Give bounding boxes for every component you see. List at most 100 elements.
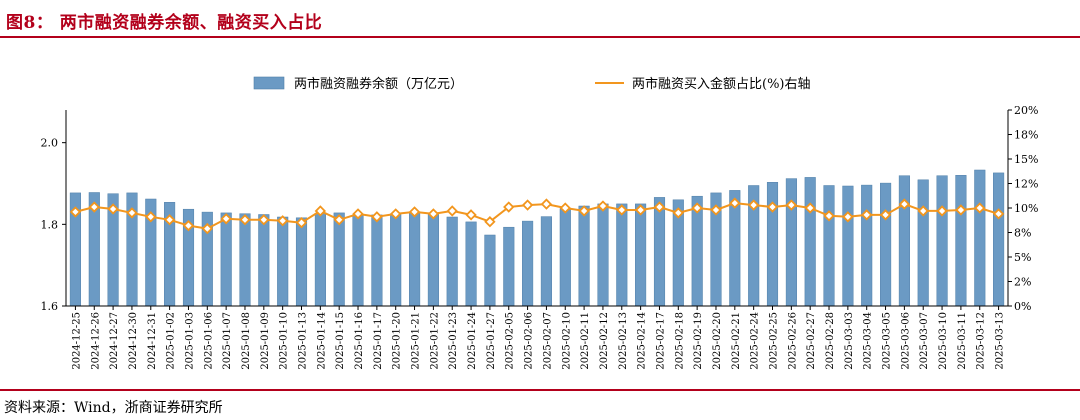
legend-swatch-bar bbox=[253, 76, 285, 90]
x-tick-label: 2025-02-19 bbox=[693, 312, 704, 370]
line-point bbox=[616, 204, 628, 216]
x-tick-label: 2025-01-23 bbox=[448, 312, 459, 370]
x-tick-label: 2025-02-11 bbox=[580, 312, 591, 370]
x-tick-label: 2025-01-15 bbox=[335, 312, 346, 370]
bar bbox=[559, 208, 571, 307]
bar bbox=[390, 213, 402, 307]
line-point bbox=[484, 216, 496, 228]
bar bbox=[955, 175, 967, 307]
line-point bbox=[390, 208, 402, 220]
x-tick-label: 2025-03-11 bbox=[957, 312, 968, 370]
source-note: 资料来源：Wind，浙商证券研究所 bbox=[4, 400, 223, 416]
bar-series bbox=[69, 169, 1005, 307]
left-tick-label: 1.8 bbox=[41, 218, 59, 231]
x-tick-label: 2025-01-13 bbox=[298, 312, 309, 370]
line-point bbox=[465, 209, 477, 221]
x-tick-label: 2025-01-20 bbox=[392, 312, 403, 370]
line-point bbox=[427, 208, 440, 220]
legend-label-line: 两市融资买入金额占比(%)右轴 bbox=[632, 76, 811, 92]
line-point bbox=[258, 214, 270, 226]
line-point bbox=[201, 222, 213, 235]
line-point bbox=[974, 202, 986, 214]
bar bbox=[880, 182, 892, 307]
x-tick-label: 2025-02-26 bbox=[787, 312, 798, 370]
bar bbox=[653, 197, 666, 307]
line-point bbox=[672, 207, 684, 219]
bar bbox=[616, 203, 628, 307]
line-point bbox=[521, 199, 534, 211]
x-tick-label: 2025-03-03 bbox=[844, 312, 855, 370]
bar bbox=[427, 214, 439, 307]
left-tick-label: 1.6 bbox=[41, 300, 59, 313]
x-tick-label: 2024-12-31 bbox=[147, 312, 158, 370]
bar bbox=[597, 203, 609, 307]
x-tick-label: 2025-01-22 bbox=[429, 312, 440, 370]
line-point bbox=[371, 211, 383, 223]
x-tick-label: 2025-02-17 bbox=[656, 312, 667, 370]
right-tick-label: 18% bbox=[1014, 129, 1038, 142]
bar bbox=[314, 213, 326, 307]
x-tick-label: 2025-01-08 bbox=[241, 312, 252, 370]
x-tick-label: 2025-02-28 bbox=[825, 312, 836, 370]
bar bbox=[974, 169, 986, 307]
x-tick-label: 2025-01-06 bbox=[203, 312, 214, 370]
x-tick-label: 2025-02-21 bbox=[731, 312, 742, 370]
bar bbox=[409, 212, 421, 307]
line-point bbox=[333, 214, 345, 226]
bar bbox=[371, 214, 383, 307]
x-tick-label: 2024-12-30 bbox=[128, 312, 139, 370]
bar bbox=[446, 216, 458, 307]
x-tick-label: 2024-12-26 bbox=[90, 312, 101, 370]
line-point bbox=[729, 197, 741, 209]
bar bbox=[220, 212, 232, 307]
bar bbox=[540, 216, 552, 307]
line-point bbox=[69, 206, 82, 218]
bar bbox=[917, 179, 929, 307]
footer-rule bbox=[0, 389, 1080, 391]
line-point bbox=[955, 204, 967, 216]
bar bbox=[842, 185, 854, 307]
bar bbox=[277, 216, 289, 307]
line-point bbox=[823, 210, 835, 222]
line-point bbox=[408, 206, 421, 218]
bar bbox=[823, 185, 835, 307]
x-tick-label: 2025-03-07 bbox=[919, 312, 930, 370]
x-tick-label: 2025-02-06 bbox=[524, 312, 535, 370]
line-point bbox=[446, 205, 458, 217]
figure-title: 图8： 两市融资融券余额、融资买入占比 bbox=[6, 13, 323, 33]
bar bbox=[258, 214, 270, 307]
bar bbox=[898, 175, 910, 307]
x-tick-label: 2025-02-25 bbox=[769, 312, 780, 370]
x-tick-label: 2025-01-24 bbox=[467, 312, 478, 370]
right-tick-label: 2% bbox=[1014, 276, 1031, 289]
line-point bbox=[163, 214, 176, 226]
x-tick-label: 2025-01-16 bbox=[354, 312, 365, 370]
left-tick-label: 2.0 bbox=[41, 137, 59, 150]
line-point bbox=[653, 201, 666, 213]
bar bbox=[333, 212, 345, 307]
bar bbox=[295, 217, 308, 307]
x-tick-label: 2025-01-09 bbox=[260, 312, 271, 370]
line-point bbox=[879, 209, 892, 221]
line-point bbox=[503, 201, 515, 213]
x-tick-label: 2025-01-14 bbox=[316, 312, 327, 370]
right-tick-label: 5% bbox=[1014, 251, 1031, 264]
line-point bbox=[842, 211, 854, 223]
x-tick-label: 2025-02-20 bbox=[712, 312, 723, 370]
bar bbox=[936, 175, 948, 307]
x-tick-label: 2024-12-25 bbox=[71, 312, 82, 370]
line-point bbox=[295, 217, 308, 229]
right-tick-label: 0% bbox=[1014, 300, 1031, 313]
line-point bbox=[182, 219, 195, 232]
x-tick-label: 2025-01-02 bbox=[166, 312, 177, 370]
line-point bbox=[597, 200, 609, 212]
right-tick-label: 15% bbox=[1014, 153, 1038, 166]
line-point bbox=[747, 199, 760, 211]
right-tick-label: 8% bbox=[1014, 227, 1031, 240]
bar bbox=[352, 214, 364, 307]
x-tick-label: 2025-01-03 bbox=[185, 312, 196, 370]
line-series bbox=[69, 197, 1005, 235]
chart: 两市融资融券余额（万亿元） 两市融资买入金额占比(%)右轴 1.6 1.8 2.0 0%… bbox=[41, 76, 1039, 370]
line-point bbox=[559, 202, 571, 214]
line-point bbox=[220, 213, 232, 225]
